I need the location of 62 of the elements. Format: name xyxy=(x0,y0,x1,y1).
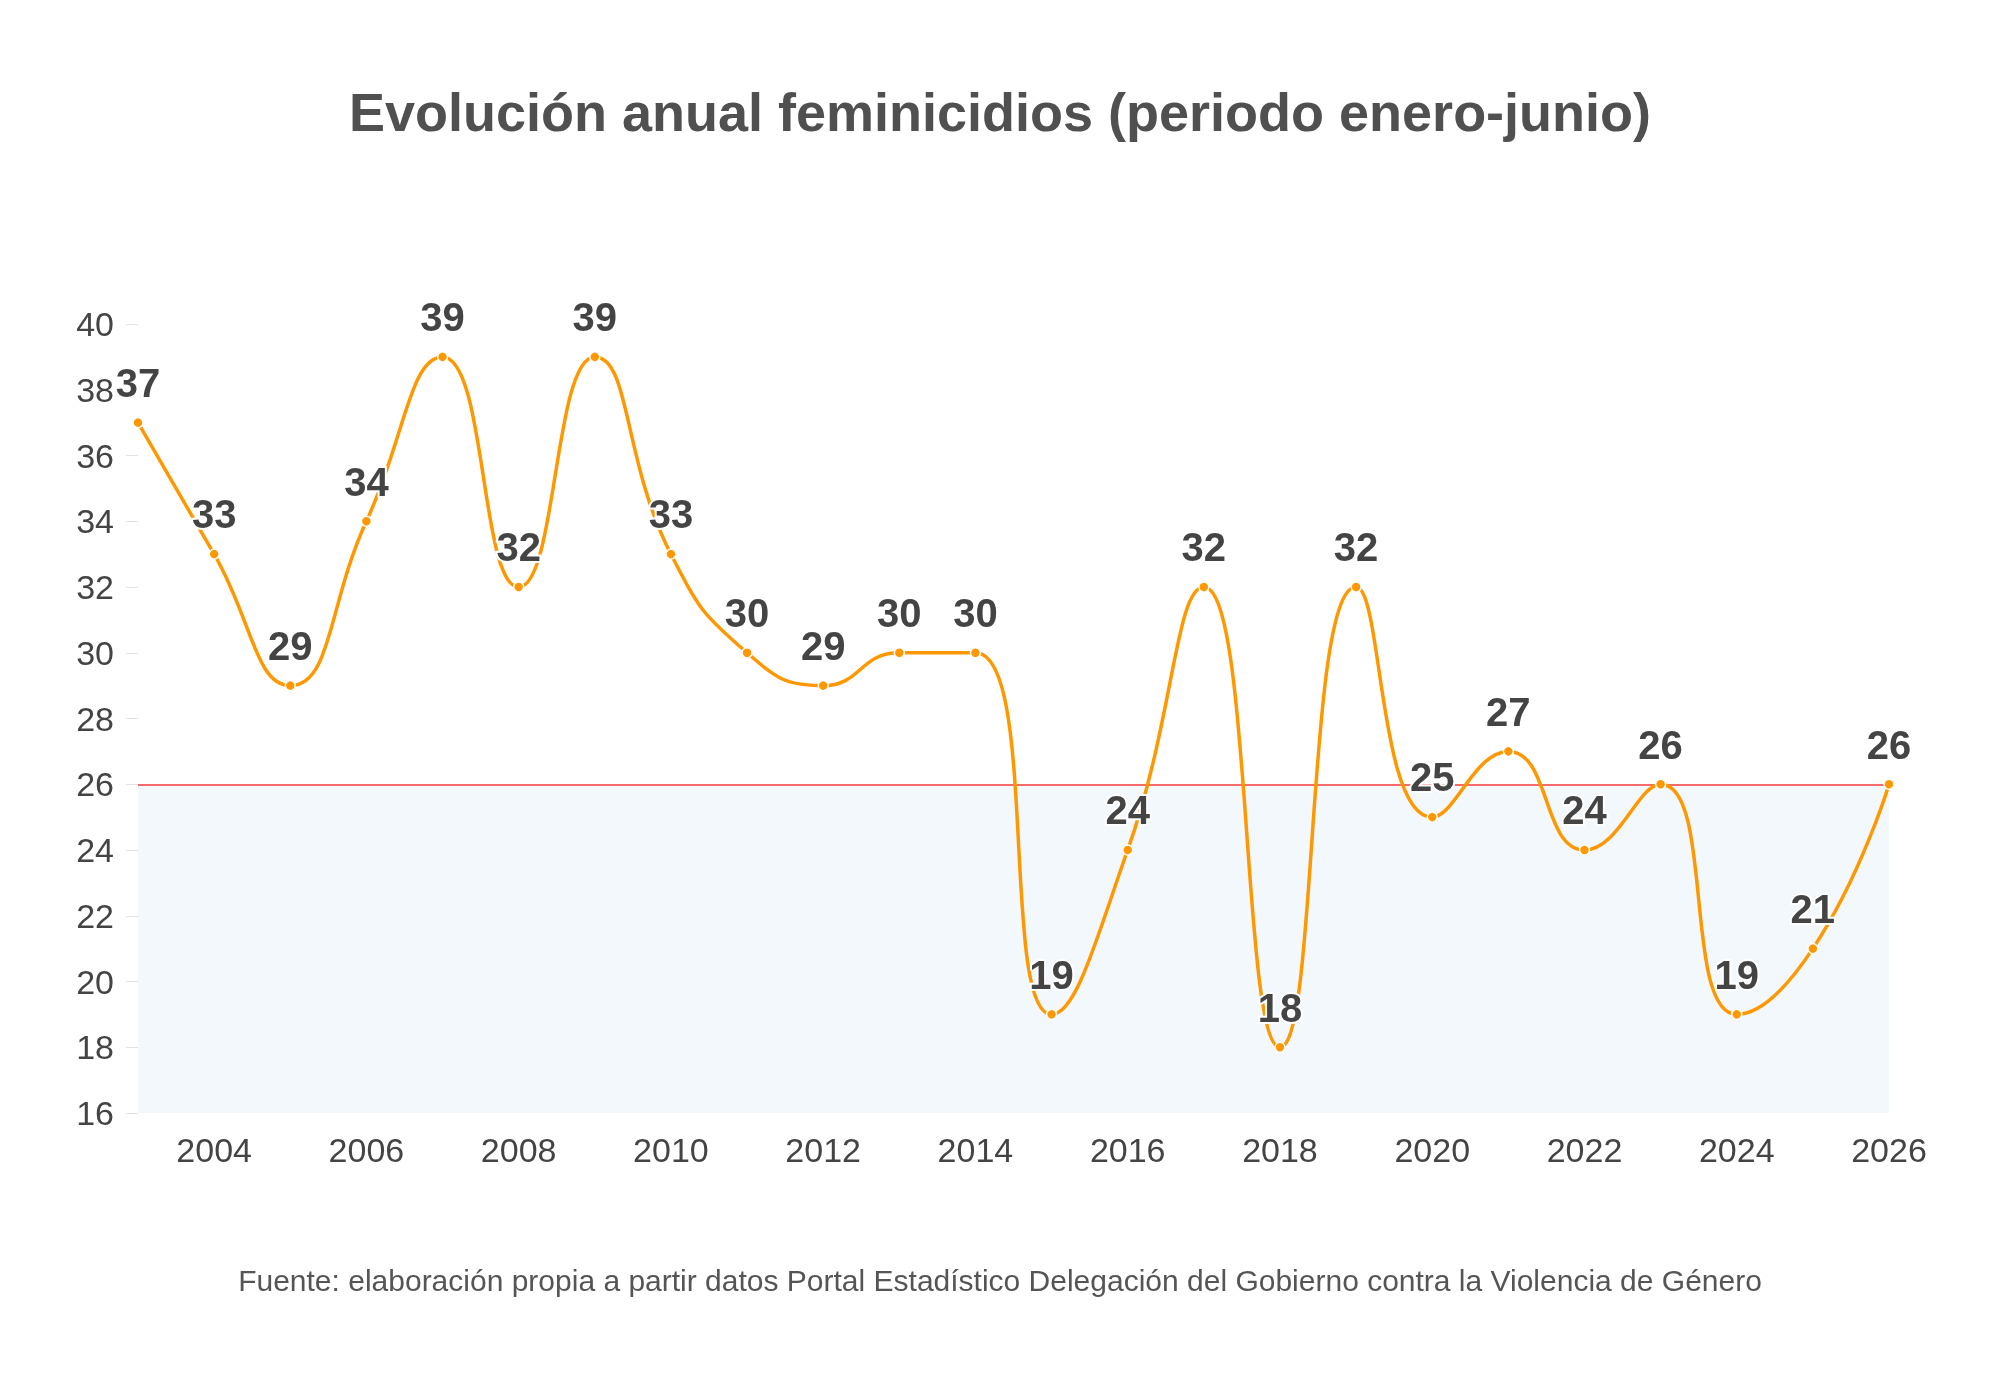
data-label: 26 xyxy=(1638,722,1683,767)
data-label: 30 xyxy=(724,591,770,635)
data-label: 21 xyxy=(1790,886,1836,931)
y-tick-label: 16 xyxy=(76,1094,114,1132)
point xyxy=(1198,581,1210,593)
y-tick-label: 40 xyxy=(76,305,114,343)
point xyxy=(741,647,753,659)
y-tick-label: 36 xyxy=(76,436,114,475)
y-tick-label: 38 xyxy=(76,370,114,409)
point xyxy=(1426,811,1438,823)
data-label: 32 xyxy=(496,525,541,570)
y-tick-label: 30 xyxy=(76,633,114,672)
point xyxy=(360,515,373,527)
point xyxy=(665,548,677,560)
chart-title: Evolución anual feminicidios (periodo enero-junio) xyxy=(348,82,1652,142)
x-tick-label: 2020 xyxy=(1394,1131,1471,1169)
point xyxy=(1807,942,1819,955)
y-tick-label: 18 xyxy=(76,1028,114,1067)
x-tick-label: 2014 xyxy=(937,1131,1014,1169)
data-label: 29 xyxy=(800,623,846,668)
x-tick-label: 2010 xyxy=(633,1131,709,1169)
data-label: 19 xyxy=(1714,952,1759,997)
data-label: 32 xyxy=(1333,525,1379,570)
x-tick-label: 2024 xyxy=(1698,1131,1775,1169)
x-tick-label: 2004 xyxy=(176,1131,252,1169)
y-tick-label: 32 xyxy=(76,568,114,606)
y-tick-label: 22 xyxy=(76,896,114,935)
data-label: 19 xyxy=(1029,952,1074,997)
point xyxy=(1121,844,1134,856)
y-tick-label: 34 xyxy=(76,502,114,541)
point xyxy=(1350,581,1362,593)
y-tick-label: 24 xyxy=(76,831,114,869)
point xyxy=(1731,1008,1743,1021)
source-note: Fuente: elaboración propia a partir datos Portal Estadístico Delegación del Gobierno contra la Violencia de Género xyxy=(238,1263,1762,1297)
point xyxy=(1274,1041,1286,1053)
point xyxy=(1045,1008,1058,1021)
data-label: 30 xyxy=(877,591,922,635)
x-tick-label: 2018 xyxy=(1242,1131,1318,1169)
x-tick-label: 2016 xyxy=(1089,1131,1166,1169)
data-label: 33 xyxy=(191,492,237,537)
point xyxy=(436,351,449,363)
point xyxy=(589,351,601,363)
data-label: 30 xyxy=(953,591,998,635)
point xyxy=(208,548,220,560)
data-label: 24 xyxy=(1562,788,1608,833)
x-tick-label: 2026 xyxy=(1851,1131,1927,1169)
point xyxy=(1578,844,1591,856)
data-label: 37 xyxy=(115,360,161,405)
y-tick-label: 28 xyxy=(76,699,114,738)
data-label: 29 xyxy=(268,623,313,668)
y-tick-label: 26 xyxy=(76,765,114,804)
y-tick-label: 20 xyxy=(76,962,114,1001)
data-label: 39 xyxy=(572,295,618,340)
data-label: 27 xyxy=(1486,689,1531,734)
x-tick-label: 2012 xyxy=(785,1131,861,1169)
x-tick-label: 2006 xyxy=(328,1131,405,1169)
point xyxy=(512,581,525,593)
data-label: 32 xyxy=(1181,525,1227,570)
x-tick-label: 2022 xyxy=(1546,1131,1623,1169)
data-label: 39 xyxy=(420,295,465,340)
data-label: 26 xyxy=(1866,722,1912,767)
x-tick-label: 2008 xyxy=(480,1131,557,1169)
